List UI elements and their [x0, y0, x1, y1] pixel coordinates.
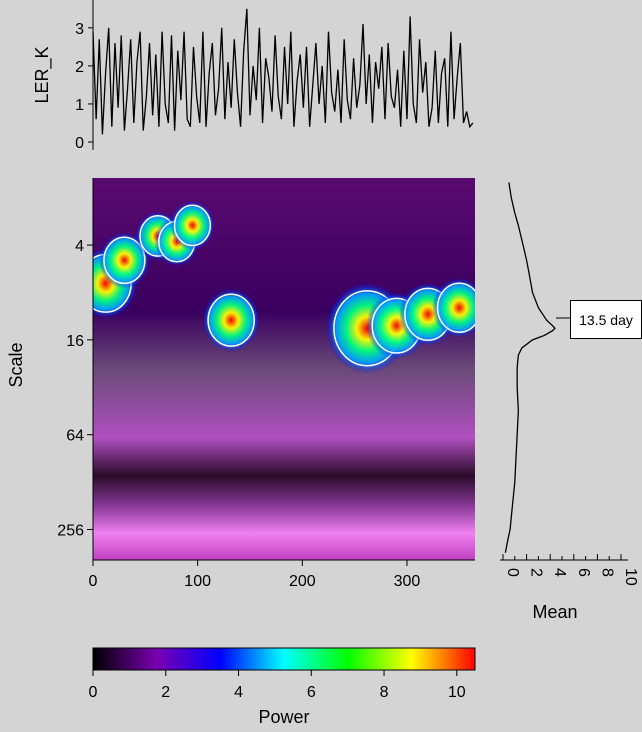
mean-x-tick-label: 2 [528, 568, 545, 577]
heatmap-blobs [93, 200, 475, 375]
timeseries-y-ticks: 0 1 2 3 [75, 21, 93, 152]
heatmap-x-tick-label: 200 [289, 573, 316, 590]
heatmap-x-tick-label: 0 [89, 573, 98, 590]
mean-x-tick-label: 6 [575, 568, 592, 577]
mean-x-tick-label: 4 [551, 568, 568, 577]
heatmap-y-tick-label: 16 [66, 333, 84, 350]
colorbar-ticks: 0 2 4 6 8 10 [89, 670, 466, 701]
significance-contour [436, 282, 475, 333]
colorbar-strip [92, 647, 476, 671]
mean-x-ticks: 0 2 4 6 8 10 [502, 554, 639, 586]
colorbar-tick-label: 6 [307, 684, 316, 701]
mean-x-tick-label: 10 [622, 568, 639, 586]
mean-x-label: Mean [532, 602, 577, 622]
heatmap-y-label: Scale [6, 342, 26, 387]
colorbar-tick-label: 10 [448, 684, 466, 701]
heatmap-x-tick-label: 100 [184, 573, 211, 590]
mean-line [504, 182, 556, 553]
heatmap-y-tick-label: 256 [57, 522, 84, 539]
timeseries-line [92, 8, 474, 135]
power-blob [98, 232, 150, 289]
heatmap-x-ticks: 0 100 200 300 [89, 560, 421, 590]
colorbar: 0 2 4 6 8 10 Power [89, 647, 476, 727]
heatmap-y-tick-label: 64 [66, 428, 84, 445]
power-blob [432, 277, 475, 338]
heatmap-panel: 0 100 200 300 4 16 64 256 Scale [6, 178, 475, 590]
timeseries-y-tick-label: 2 [75, 59, 84, 76]
timeseries-y-tick-label: 0 [75, 135, 84, 152]
timeseries-y-tick-label: 1 [75, 97, 84, 114]
heatmap-y-ticks: 4 16 64 256 [57, 238, 93, 539]
significance-contour [173, 204, 212, 247]
colorbar-tick-label: 2 [161, 684, 170, 701]
colorbar-tick-label: 8 [380, 684, 389, 701]
heatmap-y-tick-label: 4 [75, 238, 84, 255]
timeseries-panel: 0 1 2 3 LER_K [32, 0, 474, 152]
peak-annotation: 13.5 day [570, 300, 642, 339]
timeseries-y-tick-label: 3 [75, 21, 84, 38]
power-blob [202, 288, 260, 352]
mean-x-tick-label: 0 [504, 568, 521, 577]
significance-contour [207, 293, 255, 347]
power-blob [170, 200, 215, 251]
mean-x-tick-label: 8 [598, 568, 615, 577]
significance-contour [103, 236, 146, 285]
colorbar-label: Power [258, 707, 309, 727]
mean-panel: 0 2 4 6 8 10 Mean [500, 182, 639, 622]
colorbar-tick-label: 0 [89, 684, 98, 701]
timeseries-y-label: LER_K [32, 46, 53, 103]
heatmap-x-tick-label: 300 [394, 573, 421, 590]
colorbar-tick-label: 4 [234, 684, 243, 701]
